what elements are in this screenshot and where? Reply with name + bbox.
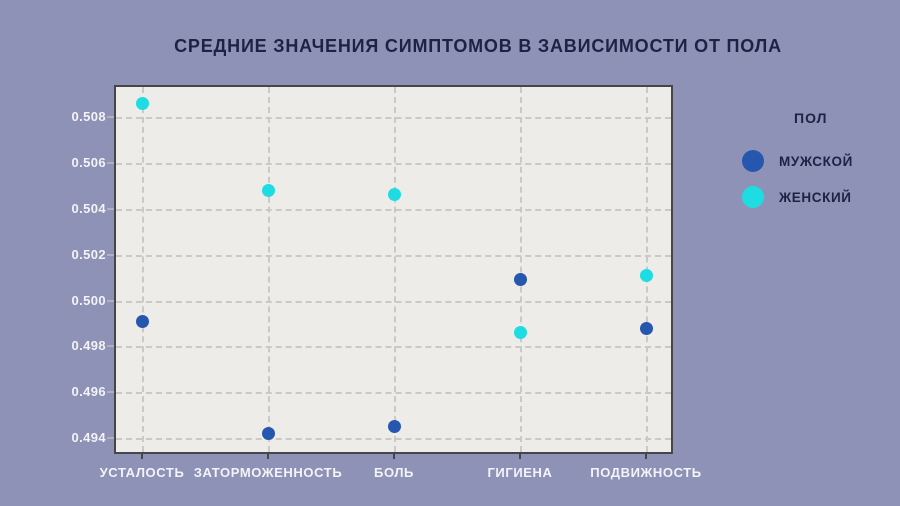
chart-title: СРЕДНИЕ ЗНАЧЕНИЯ СИМПТОМОВ В ЗАВИСИМОСТИ… [174,36,782,56]
y-axis-tick-label: 0.504 [71,200,106,216]
data-point [261,427,275,441]
legend: ПОЛ МУЖСКОЙ ЖЕНСКИЙ [742,110,892,208]
legend-item: ЖЕНСКИЙ [742,186,852,208]
y-axis-tick [107,115,114,118]
data-point [639,321,653,335]
x-axis-category-label: ПОДВИЖНОСТЬ [590,465,702,480]
y-gridline [116,208,671,211]
x-axis-tick [393,454,395,459]
data-point [261,183,275,197]
x-gridline [268,87,270,452]
y-gridline [116,392,671,395]
legend-item-label: МУЖСКОЙ [779,153,853,169]
y-axis-tick-label: 0.506 [71,154,106,170]
x-axis-tick [141,454,143,459]
legend-swatch-icon [742,150,764,172]
y-axis-tick-label: 0.500 [71,292,106,308]
x-axis-tick [267,454,269,459]
y-gridline [116,254,671,257]
y-gridline [116,346,671,349]
y-axis-tick [107,299,114,302]
plot-area [114,85,673,454]
data-point [387,420,401,434]
y-gridline [116,300,671,303]
y-axis-tick-label: 0.498 [71,338,106,354]
legend-item: МУЖСКОЙ [742,150,853,172]
x-gridline [520,87,522,452]
y-axis-tick [107,253,114,256]
data-point [135,314,149,328]
y-gridline [116,438,671,441]
x-axis-tick [645,454,647,459]
x-axis-category-label: УСТАЛОСТЬ [99,465,185,480]
y-axis-tick-label: 0.502 [71,246,106,262]
y-axis-tick [107,437,114,440]
y-gridline [116,116,671,119]
y-gridline [116,162,671,165]
x-axis-category-label: ГИГИЕНА [487,465,553,480]
data-point [135,96,149,110]
y-axis-tick-label: 0.508 [71,108,106,124]
legend-swatch-icon [742,186,764,208]
y-axis-tick [107,207,114,210]
x-axis-category-label: ЗАТОРМОЖЕННОСТЬ [193,465,343,480]
y-axis-tick [107,161,114,164]
x-gridline [142,87,144,452]
y-axis-tick-label: 0.496 [71,384,106,400]
legend-item-label: ЖЕНСКИЙ [779,189,852,205]
data-point [513,273,527,287]
y-axis-tick [107,345,114,348]
y-axis-tick-label: 0.494 [71,430,106,446]
x-axis-category-label: БОЛЬ [374,465,414,480]
data-point [513,326,527,340]
x-gridline [394,87,396,452]
x-axis-tick [519,454,521,459]
legend-title: ПОЛ [794,110,828,126]
y-axis-tick [107,391,114,394]
data-point [639,268,653,282]
data-point [387,188,401,202]
